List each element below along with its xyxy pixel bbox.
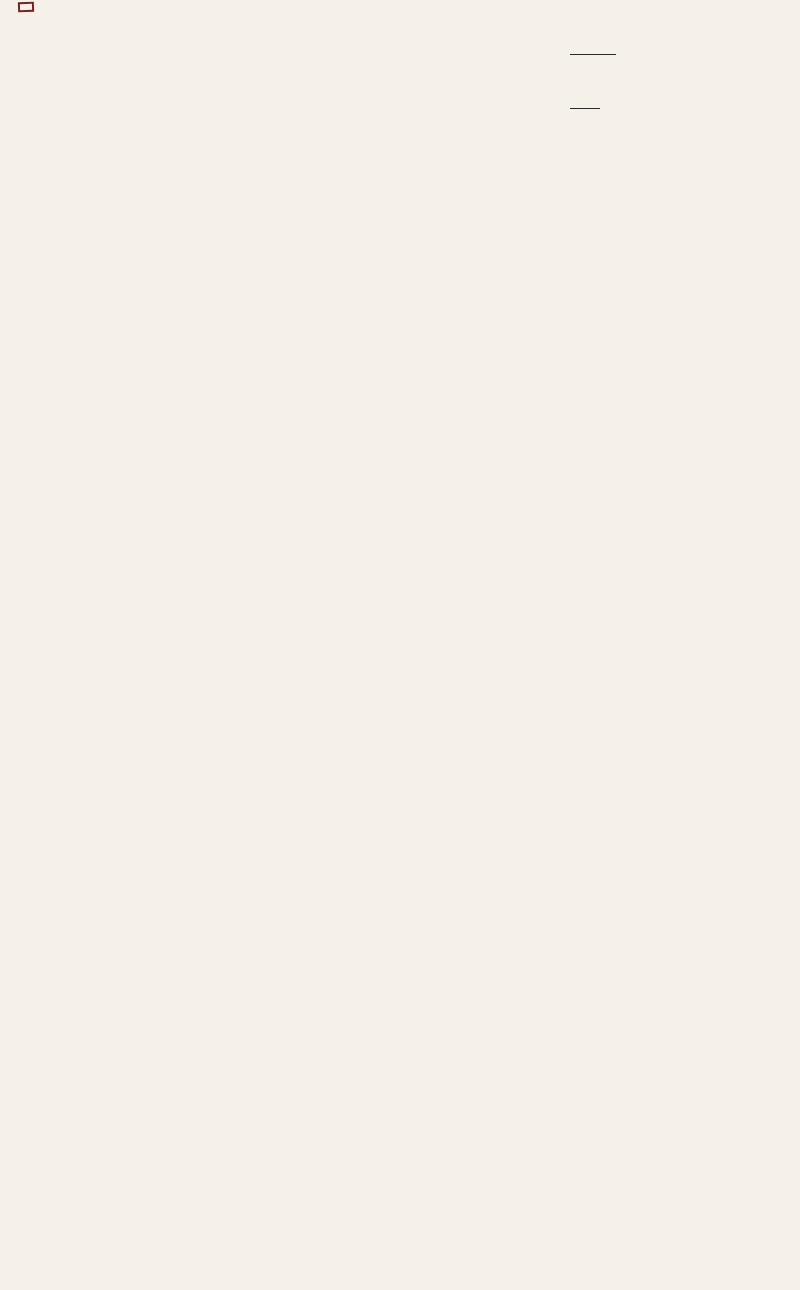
- library-stamp: [18, 2, 34, 13]
- rainfall-rule: [570, 54, 616, 55]
- ages-rule: [570, 108, 600, 109]
